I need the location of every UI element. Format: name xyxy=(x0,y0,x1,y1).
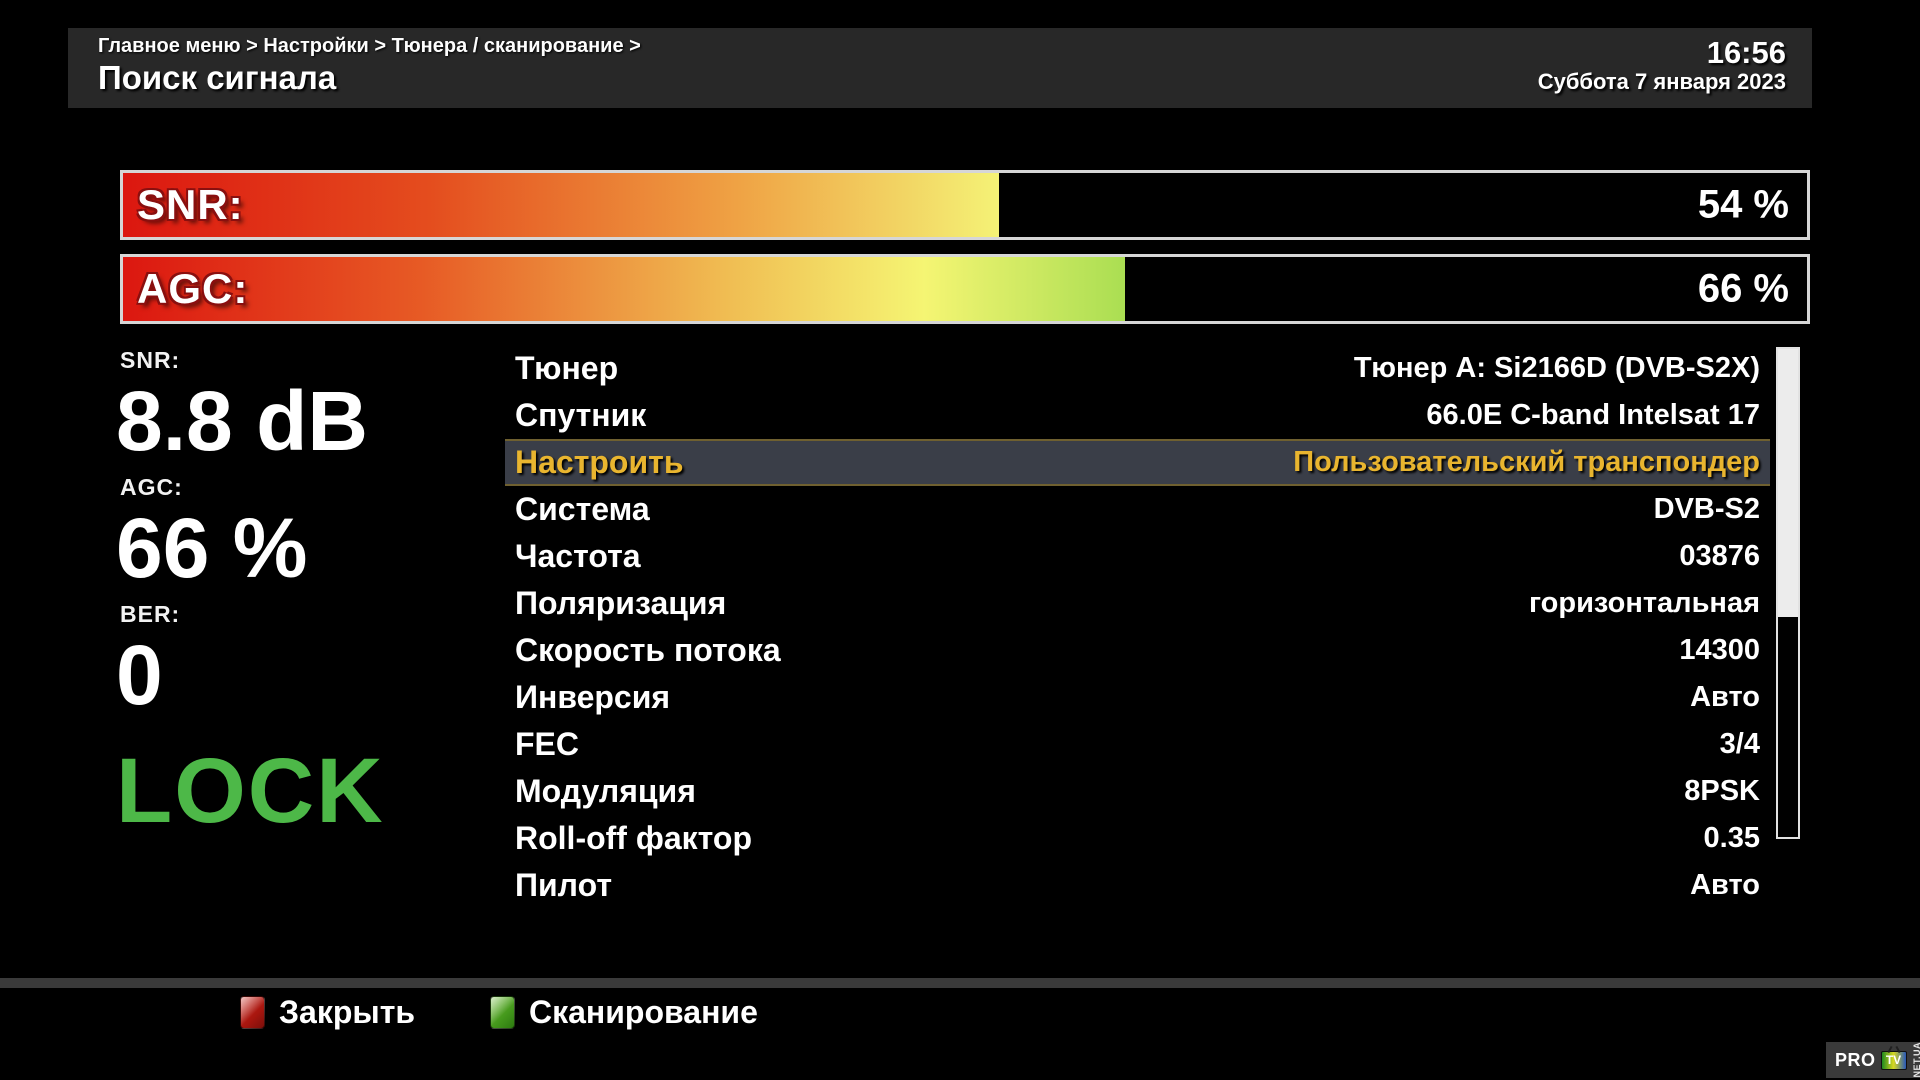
snr-bar-fill xyxy=(123,173,999,237)
clock-date: Суббота 7 января 2023 xyxy=(1537,69,1786,94)
list-item[interactable]: Частота 03876 xyxy=(505,533,1770,580)
settings-list: Тюнер Тюнер A: Si2166D (DVB-S2X) Спутник… xyxy=(505,345,1770,909)
list-item[interactable]: Поляризация горизонтальная xyxy=(505,580,1770,627)
list-item-label: Спутник xyxy=(515,397,647,433)
list-item-value: 0.35 xyxy=(1703,822,1760,854)
list-item[interactable]: Тюнер Тюнер A: Si2166D (DVB-S2X) xyxy=(505,345,1770,392)
agc-stat-value: 66 % xyxy=(116,501,308,595)
list-item-value: 03876 xyxy=(1679,540,1760,572)
logo-net-text: NET.UA xyxy=(1911,1042,1920,1078)
list-item-label: Инверсия xyxy=(515,679,671,715)
list-item-value: Авто xyxy=(1690,681,1760,713)
list-item-label: Roll-off фактор xyxy=(515,820,752,856)
list-item-value: горизонтальная xyxy=(1528,587,1760,619)
header-left: Главное меню > Настройки > Тюнера / скан… xyxy=(68,28,641,108)
list-scrollbar[interactable] xyxy=(1776,347,1800,839)
list-item[interactable]: Модуляция 8PSK xyxy=(505,768,1770,815)
lock-status: LOCK xyxy=(116,740,385,842)
list-item-label: Настроить xyxy=(515,444,684,480)
list-item-label: Частота xyxy=(515,538,641,574)
snr-meter-value: 54 % xyxy=(1697,182,1789,227)
list-item[interactable]: Пилот Авто xyxy=(505,862,1770,909)
red-key-icon xyxy=(240,996,265,1029)
header-clock: 16:56 Суббота 7 января 2023 xyxy=(1538,28,1812,108)
scan-hint-label: Сканирование xyxy=(529,994,758,1030)
list-item[interactable]: Система DVB-S2 xyxy=(505,486,1770,533)
signal-stats: SNR: 8.8 dB AGC: 66 % BER: 0 LOCK xyxy=(116,347,500,838)
agc-meter-label: AGC: xyxy=(137,265,249,312)
list-item-label: Поляризация xyxy=(515,585,727,621)
breadcrumb: Главное меню > Настройки > Тюнера / скан… xyxy=(98,35,641,57)
list-item-value: 8PSK xyxy=(1684,775,1760,807)
agc-stat-label: AGC: xyxy=(120,474,183,500)
close-hint-button[interactable]: Закрыть xyxy=(240,994,415,1031)
logo-tv-text: TV xyxy=(1885,1053,1902,1067)
snr-meter: SNR: 54 % xyxy=(120,170,1810,240)
list-item-value: 14300 xyxy=(1679,634,1760,666)
agc-bar-fill xyxy=(123,257,1125,321)
list-item-label: Модуляция xyxy=(515,773,696,809)
close-hint-label: Закрыть xyxy=(279,994,416,1030)
list-item-value: Тюнер A: Si2166D (DVB-S2X) xyxy=(1353,352,1760,384)
list-item[interactable]: Инверсия Авто xyxy=(505,674,1770,721)
bottom-divider xyxy=(0,978,1920,988)
list-item-label: Скорость потока xyxy=(515,632,781,668)
scan-hint-button[interactable]: Сканирование xyxy=(490,994,758,1031)
list-item[interactable]: Roll-off фактор 0.35 xyxy=(505,815,1770,862)
list-item[interactable]: Настроить Пользовательский транспондер xyxy=(505,439,1770,486)
green-key-icon xyxy=(490,996,515,1029)
list-item-value: 66.0E C-band Intelsat 17 xyxy=(1426,399,1760,431)
header-bar: Главное меню > Настройки > Тюнера / скан… xyxy=(68,28,1812,108)
list-item-label: Тюнер xyxy=(515,350,619,386)
snr-meter-label: SNR: xyxy=(137,181,244,228)
list-scrollbar-thumb[interactable] xyxy=(1778,349,1798,618)
agc-meter: AGC: 66 % xyxy=(120,254,1810,324)
snr-stat-label: SNR: xyxy=(120,347,181,373)
list-item[interactable]: Скорость потока 14300 xyxy=(505,627,1770,674)
page-title: Поиск сигнала xyxy=(98,59,337,96)
tv-icon: TV xyxy=(1880,1050,1907,1070)
ber-stat-label: BER: xyxy=(120,601,181,627)
list-item-label: Пилот xyxy=(515,867,612,903)
logo-pro-text: PRO xyxy=(1835,1049,1876,1070)
snr-stat-value: 8.8 dB xyxy=(116,374,369,468)
agc-meter-value: 66 % xyxy=(1697,266,1789,311)
list-item[interactable]: Спутник 66.0E C-band Intelsat 17 xyxy=(505,392,1770,439)
list-item-value: Авто xyxy=(1690,869,1760,901)
protv-logo: PRO TV NET.UA xyxy=(1826,1042,1920,1078)
list-item-value: Пользовательский транспондер xyxy=(1293,446,1760,478)
list-item[interactable]: FEC 3/4 xyxy=(505,721,1770,768)
list-item-value: DVB-S2 xyxy=(1653,493,1760,525)
list-item-label: FEC xyxy=(515,726,579,762)
ber-stat-value: 0 xyxy=(116,628,163,722)
clock-time: 16:56 xyxy=(1706,35,1786,70)
list-item-value: 3/4 xyxy=(1719,728,1760,760)
list-item-label: Система xyxy=(515,491,650,527)
